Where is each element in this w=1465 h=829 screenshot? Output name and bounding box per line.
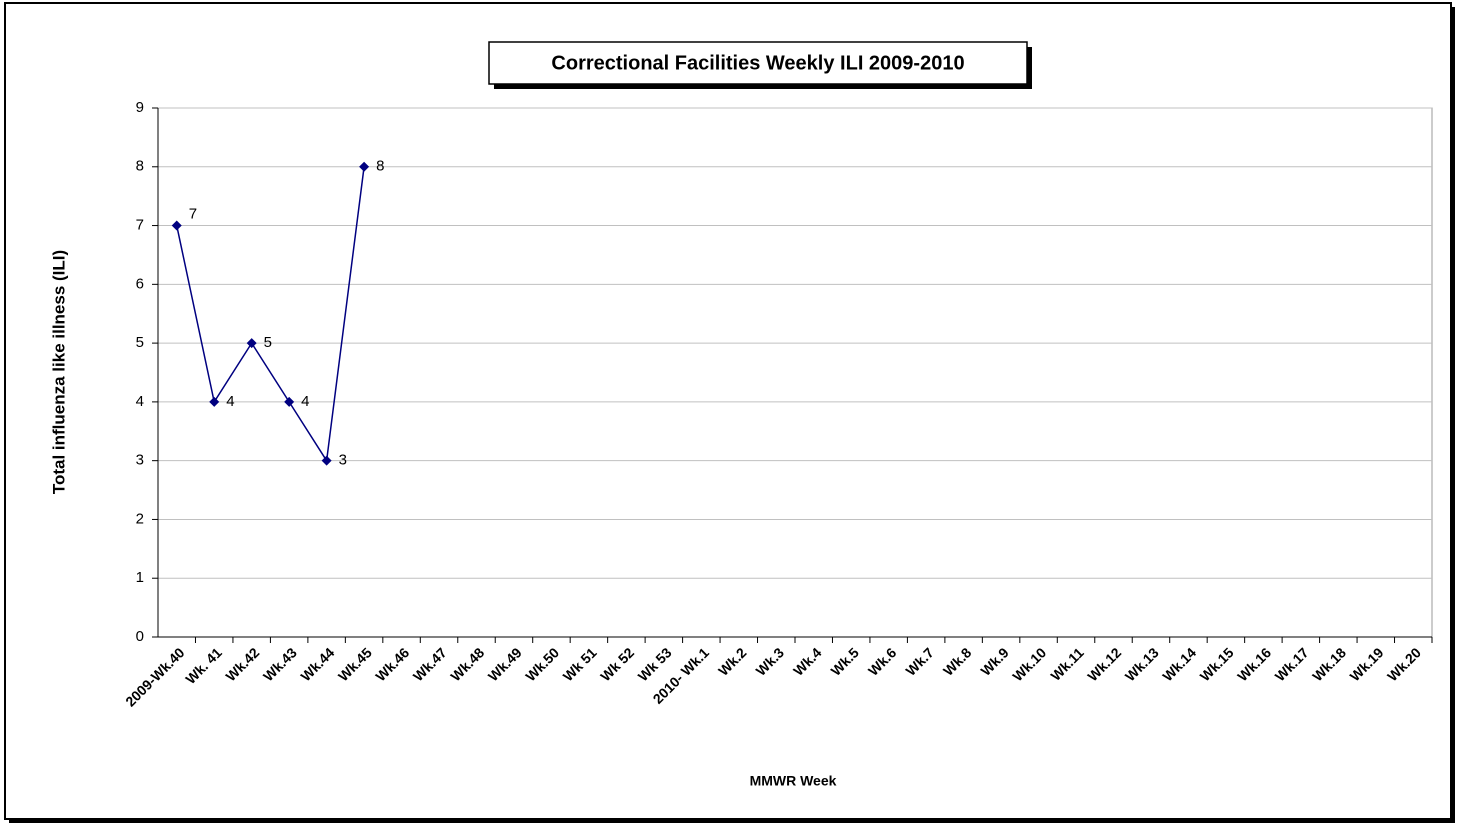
y-tick-label: 7 (136, 217, 144, 234)
marker (209, 396, 220, 407)
y-tick-label: 6 (136, 275, 144, 292)
y-tick-label: 3 (136, 452, 144, 469)
y-tick-label: 8 (136, 158, 144, 175)
data-label: 5 (264, 334, 272, 351)
y-tick-label: 1 (136, 569, 144, 586)
y-tick-label: 5 (136, 334, 144, 351)
marker (246, 338, 257, 349)
y-tick-label: 2 (136, 510, 144, 527)
data-label: 4 (301, 393, 309, 410)
y-tick-label: 9 (136, 99, 144, 116)
data-label: 8 (376, 158, 384, 175)
marker (321, 455, 332, 466)
marker (171, 220, 182, 231)
frame (4, 2, 1452, 820)
data-label: 3 (339, 452, 347, 469)
y-tick-label: 4 (136, 393, 144, 410)
y-tick-label: 0 (136, 628, 144, 645)
data-label: 4 (226, 393, 234, 410)
marker (359, 161, 370, 172)
title-box (488, 41, 1028, 85)
y-axis-title: Total influenza like illness (ILI) (49, 250, 68, 494)
series-line (176, 166, 365, 463)
chart-title: Correctional Facilities Weekly ILI 2009-… (551, 52, 964, 74)
data-label: 7 (189, 206, 197, 223)
x-axis-title: MMWR Week (750, 773, 837, 789)
marker (284, 396, 295, 407)
